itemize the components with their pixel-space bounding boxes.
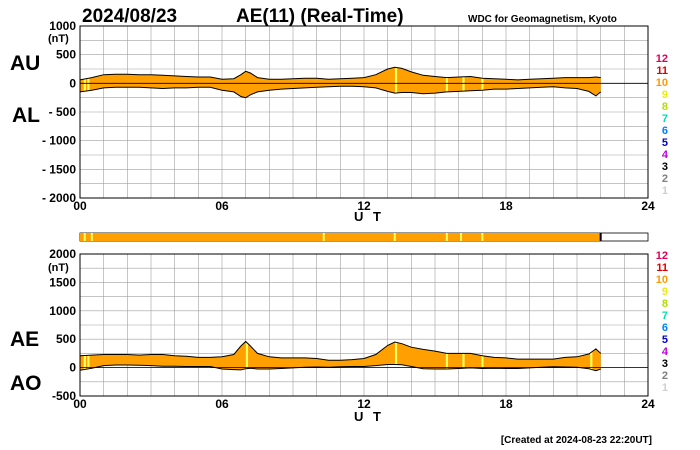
- ae-label: AE: [10, 328, 39, 351]
- al-label: AL: [12, 104, 40, 127]
- station-legend-12: 12: [656, 250, 668, 262]
- station-legend-1: 1: [662, 185, 668, 197]
- series-line-au: [79, 66, 601, 81]
- station-change-band: [481, 355, 484, 369]
- series-line-ae: [79, 340, 602, 361]
- station-legend-4: 4: [662, 149, 669, 161]
- y-tick-label: -500: [52, 389, 76, 403]
- x-tick-label: 18: [499, 397, 513, 411]
- coverage-current-marker: [599, 233, 602, 241]
- coverage-band: [445, 233, 448, 241]
- y-tick-label: 1500: [49, 275, 76, 289]
- y-tick-label: - 1000: [42, 134, 76, 148]
- station-legend-11: 11: [656, 262, 668, 274]
- created-timestamp: [Created at 2024-08-23 22:20UT]: [501, 435, 652, 446]
- y-tick-label: 0: [69, 76, 76, 90]
- station-legend-8: 8: [662, 298, 668, 310]
- station-change-band: [590, 352, 593, 370]
- x-tick-label: 18: [499, 199, 513, 213]
- station-legend-5: 5: [662, 137, 668, 149]
- y-tick-label: 1000: [49, 304, 76, 318]
- station-legend-6: 6: [662, 125, 668, 137]
- station-legend-9: 9: [662, 89, 668, 101]
- station-change-band: [462, 353, 465, 369]
- series-line-ao: [79, 364, 601, 372]
- station-legend-2: 2: [662, 370, 668, 382]
- y-tick-label: - 1500: [42, 162, 76, 176]
- station-legend-7: 7: [662, 113, 668, 125]
- x-tick-label: 06: [215, 397, 229, 411]
- x-tick-label: 00: [73, 199, 87, 213]
- chart-title: AE(11) (Real-Time): [236, 6, 404, 27]
- y-tick-label: - 500: [49, 105, 77, 119]
- station-legend-8: 8: [662, 101, 668, 113]
- y-tick-label: 500: [56, 48, 76, 62]
- station-change-band: [394, 342, 398, 365]
- area-fill: [80, 67, 601, 98]
- plot-frame: [79, 25, 649, 199]
- ao-label: AO: [10, 372, 42, 395]
- station-legend-5: 5: [662, 334, 668, 346]
- station-change-band: [445, 353, 449, 370]
- station-change-band: [445, 77, 449, 92]
- station-change-band: [245, 342, 249, 369]
- y-tick-label: - 2000: [42, 191, 76, 205]
- plot-frame: [79, 253, 649, 397]
- ae-ao-unit: (nT): [48, 262, 69, 274]
- station-legend-10: 10: [656, 77, 668, 89]
- coverage-band: [393, 233, 396, 241]
- au-al-x-axis-title: U T: [354, 209, 384, 224]
- coverage-band: [481, 233, 484, 241]
- station-legend-2: 2: [662, 173, 668, 185]
- x-tick-label: 24: [641, 397, 655, 411]
- coverage-bar-fill: [80, 233, 601, 241]
- station-legend-10: 10: [656, 274, 668, 286]
- station-legend-4: 4: [662, 346, 669, 358]
- station-change-band: [481, 78, 484, 91]
- x-tick-label: 12: [357, 397, 371, 411]
- x-tick-label: 12: [357, 199, 371, 213]
- station-change-band: [394, 67, 398, 93]
- y-tick-label: 2000: [49, 247, 76, 261]
- coverage-band: [90, 233, 93, 241]
- y-tick-label: 0: [69, 361, 76, 375]
- au-label: AU: [10, 52, 40, 75]
- chart-source: WDC for Geomagnetism, Kyoto: [468, 14, 617, 25]
- station-legend-9: 9: [662, 286, 668, 298]
- au-al-unit: (nT): [48, 33, 69, 45]
- y-tick-label: 500: [56, 332, 76, 346]
- series-line-al: [79, 85, 602, 99]
- station-legend-12: 12: [656, 53, 668, 65]
- station-legend-6: 6: [662, 322, 668, 334]
- station-change-band: [462, 76, 465, 92]
- station-legend-11: 11: [656, 65, 668, 77]
- station-change-band: [83, 355, 86, 370]
- data-coverage-bar: [79, 232, 649, 242]
- chart-date: 2024/08/23: [82, 6, 177, 27]
- station-legend-3: 3: [662, 161, 668, 173]
- coverage-band: [322, 233, 325, 241]
- x-tick-label: 00: [73, 397, 87, 411]
- coverage-band: [460, 233, 463, 241]
- station-legend-3: 3: [662, 358, 668, 370]
- station-change-band: [83, 78, 86, 92]
- ae-ao-x-axis-title: U T: [354, 409, 384, 424]
- station-legend-1: 1: [662, 382, 668, 394]
- coverage-band: [83, 233, 86, 241]
- station-change-band: [87, 78, 90, 91]
- y-tick-label: 1000: [49, 19, 76, 33]
- station-change-band: [87, 355, 90, 369]
- area-fill: [80, 341, 601, 371]
- station-legend-7: 7: [662, 310, 668, 322]
- x-tick-label: 06: [215, 199, 229, 213]
- x-tick-label: 24: [641, 199, 655, 213]
